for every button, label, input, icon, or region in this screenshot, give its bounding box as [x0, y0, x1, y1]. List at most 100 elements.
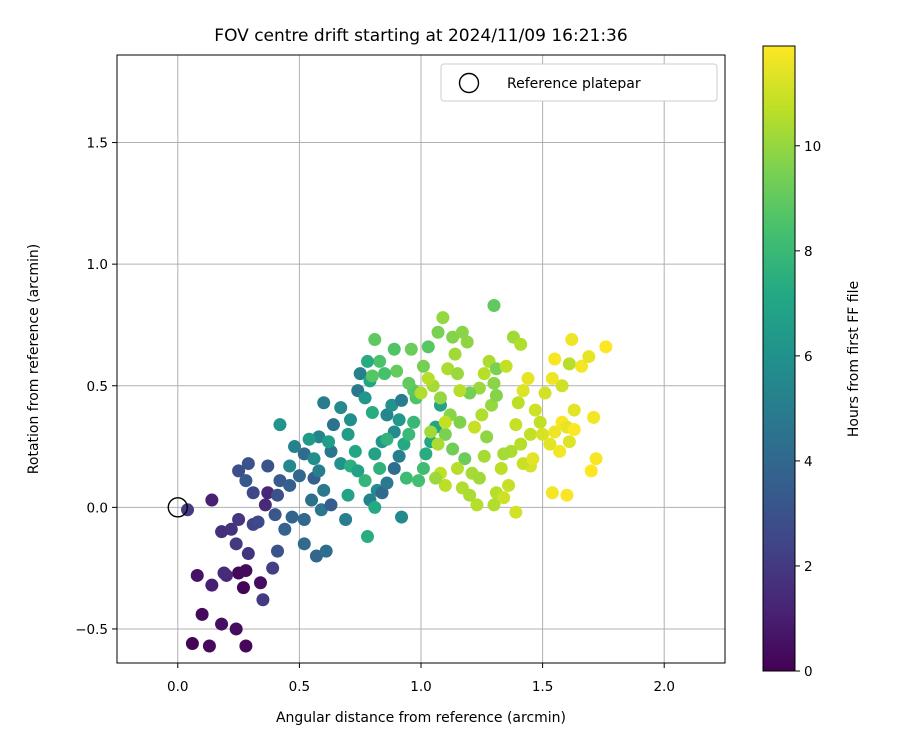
scatter-point [402, 427, 416, 441]
x-tick-label: 1.0 [410, 679, 431, 695]
scatter-point [487, 498, 501, 512]
scatter-point [431, 325, 445, 339]
scatter-point [195, 607, 209, 621]
scatter-point [521, 371, 535, 385]
scatter-point [416, 359, 430, 373]
scatter-point [477, 449, 491, 463]
y-tick-label: 0.5 [87, 379, 108, 395]
scatter-point [412, 474, 426, 488]
scatter-point [453, 384, 467, 398]
scatter-point [322, 435, 336, 449]
scatter-point [202, 639, 216, 653]
scatter-point [387, 342, 401, 356]
scatter-point [468, 420, 482, 434]
scatter-point [229, 622, 243, 636]
scatter-point [533, 415, 547, 429]
scatter-point [436, 311, 450, 325]
scatter-point [421, 340, 435, 354]
scatter-point [283, 478, 297, 492]
scatter-point [312, 430, 326, 444]
scatter-point [545, 486, 559, 500]
colorbar-gradient [762, 45, 796, 672]
scatter-point [463, 488, 477, 502]
scatter-point [562, 435, 576, 449]
scatter-point [562, 357, 576, 371]
scatter-point [567, 423, 581, 437]
scatter-point [397, 437, 411, 451]
colorbar-tick-label: 6 [804, 349, 813, 365]
x-tick-label: 0.5 [289, 679, 310, 695]
scatter-point [472, 471, 486, 485]
scatter-point [404, 342, 418, 356]
scatter-point [392, 413, 406, 427]
scatter-point [268, 508, 282, 522]
scatter-point [368, 447, 382, 461]
scatter-point [256, 593, 270, 607]
scatter-point [441, 362, 455, 376]
scatter-point [548, 425, 562, 439]
colorbar-label: Hours from first FF file [846, 281, 862, 437]
scatter-point [343, 413, 357, 427]
scatter-point [273, 474, 287, 488]
scatter-point [516, 384, 530, 398]
legend-box [440, 63, 718, 102]
scatter-point [450, 461, 464, 475]
colorbar-tick-label: 4 [804, 454, 813, 470]
colorbar: 0 2 4 6 8 10 Hours from first FF file [762, 45, 862, 680]
scatter-point [387, 461, 401, 475]
scatter-point [271, 488, 285, 502]
scatter-point [246, 486, 260, 500]
scatter-point [224, 522, 238, 536]
scatter-point [567, 403, 581, 417]
scatter-point [239, 639, 253, 653]
colorbar-tick-label: 8 [804, 244, 813, 260]
x-axis-ticks: 0.0 0.5 1.0 1.5 2.0 [167, 663, 675, 695]
scatter-point [499, 359, 513, 373]
scatter-point [353, 367, 367, 381]
scatter-point [375, 486, 389, 500]
scatter-point [339, 513, 353, 527]
scatter-point [448, 347, 462, 361]
scatter-point [190, 568, 204, 582]
scatter-point [239, 564, 253, 578]
scatter-point [399, 471, 413, 485]
scatter-point [258, 498, 272, 512]
scatter-point [324, 444, 338, 458]
scatter-point [416, 461, 430, 475]
colorbar-tick-label: 10 [804, 139, 821, 155]
x-tick-label: 2.0 [653, 679, 674, 695]
scatter-point [309, 549, 323, 563]
y-tick-label: 1.0 [87, 257, 108, 273]
x-tick-label: 0.0 [167, 679, 188, 695]
colorbar-tick-label: 0 [804, 664, 813, 680]
scatter-point [266, 561, 280, 575]
scatter-point [351, 464, 365, 478]
scatter-point [232, 464, 246, 478]
scatter-point [446, 330, 460, 344]
scatter-point [215, 617, 229, 631]
scatter-point [324, 498, 338, 512]
scatter-point [599, 340, 613, 354]
scatter-point [472, 381, 486, 395]
scatter-point [587, 410, 601, 424]
scatter-point [453, 415, 467, 429]
scatter-point [229, 537, 243, 551]
scatter-point [395, 510, 409, 524]
scatter-point [288, 440, 302, 454]
scatter-point [494, 461, 508, 475]
scatter-point [509, 418, 523, 432]
scatter-point [543, 437, 557, 451]
scatter-point [514, 337, 528, 351]
scatter-point [438, 478, 452, 492]
scatter-point [334, 457, 348, 471]
scatter-point [390, 364, 404, 378]
scatter-point [487, 376, 501, 390]
scatter-point [475, 408, 489, 422]
scatter-point [402, 376, 416, 390]
y-tick-label: 0.0 [87, 500, 108, 516]
scatter-point [380, 408, 394, 422]
scatter-point [385, 398, 399, 412]
scatter-point [477, 367, 491, 381]
legend: Reference platepar [440, 63, 718, 102]
scatter-point [429, 471, 443, 485]
